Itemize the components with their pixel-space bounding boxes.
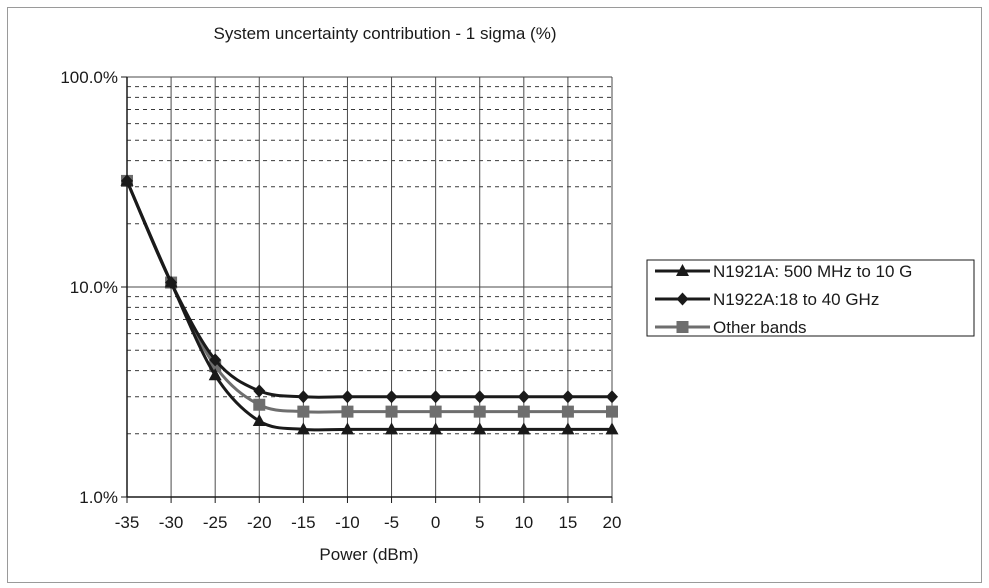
legend-marker	[676, 264, 689, 276]
data-point	[297, 405, 310, 418]
data-point	[385, 422, 399, 435]
legend-label: N1921A: 500 MHz to 10 G	[713, 262, 912, 281]
legend-marker	[676, 321, 689, 333]
x-tick-label: -20	[247, 513, 272, 532]
x-tick-label: -35	[115, 513, 140, 532]
data-point	[429, 422, 443, 435]
data-point	[340, 422, 354, 435]
data-point	[385, 390, 398, 404]
data-point	[429, 390, 442, 404]
data-point	[296, 422, 310, 435]
axes: 1.0% 10.0% 100.0% -35 -30 -25 -20 -15 -10 -5 0 5 10 1…	[60, 68, 621, 532]
data-point	[165, 276, 178, 290]
data-point	[606, 405, 618, 418]
data-point	[605, 422, 619, 435]
y-tick-label: 100.0%	[60, 68, 118, 87]
data-point	[473, 422, 487, 435]
data-point	[297, 390, 310, 404]
legend-entry: N1922A:18 to 40 GHz	[655, 290, 879, 309]
data-point	[253, 384, 266, 398]
x-tick-label: -15	[291, 513, 316, 532]
x-tick-label: 10	[514, 513, 533, 532]
legend-label: N1922A:18 to 40 GHz	[713, 290, 879, 309]
series-line	[125, 180, 612, 432]
x-tick-label: -25	[203, 513, 228, 532]
data-point	[121, 174, 133, 188]
legend-entry: Other bands	[655, 318, 807, 337]
y-tick-label: 10.0%	[70, 278, 118, 297]
y-tick-label: 1.0%	[79, 488, 118, 507]
chart-title: System uncertainty contribution - 1 sigm…	[214, 24, 557, 43]
x-tick-label: -10	[335, 513, 360, 532]
data-point	[473, 405, 486, 418]
data-point	[209, 353, 222, 367]
data-point	[341, 405, 354, 418]
data-point	[561, 405, 574, 418]
series-1	[121, 174, 618, 404]
data-point	[385, 405, 398, 418]
series-layer	[120, 173, 619, 435]
data-point	[517, 405, 530, 418]
data-point	[208, 368, 222, 381]
x-tick-label: 20	[603, 513, 622, 532]
data-point	[561, 390, 574, 404]
data-point	[253, 398, 266, 411]
data-point	[606, 390, 618, 404]
x-tick-label: -5	[384, 513, 399, 532]
data-point	[341, 390, 354, 404]
x-axis-title: Power (dBm)	[319, 545, 418, 564]
legend-label: Other bands	[713, 318, 807, 337]
data-point	[517, 390, 530, 404]
legend-entry: N1921A: 500 MHz to 10 G	[655, 262, 912, 281]
data-point	[252, 414, 266, 427]
data-point	[429, 405, 442, 418]
grid	[126, 76, 613, 498]
data-point	[473, 390, 486, 404]
series-0	[120, 173, 619, 435]
x-tick-label: 0	[431, 513, 440, 532]
data-point	[561, 422, 575, 435]
legend: N1921A: 500 MHz to 10 G N1922A:18 to 40 G…	[646, 259, 975, 337]
legend-marker	[676, 292, 689, 306]
series-line	[125, 180, 612, 399]
x-tick-label: -30	[159, 513, 184, 532]
x-tick-label: 15	[558, 513, 577, 532]
x-tick-label: 5	[475, 513, 484, 532]
data-point	[517, 422, 531, 435]
